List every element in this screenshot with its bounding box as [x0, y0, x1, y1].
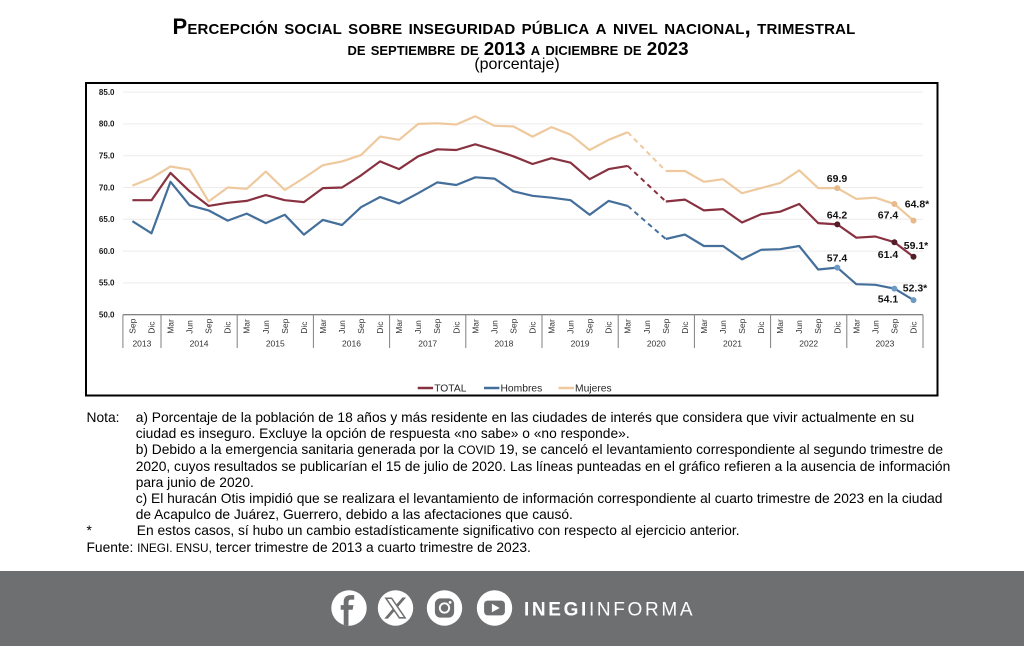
svg-text:54.1: 54.1 — [878, 294, 899, 306]
svg-text:2019: 2019 — [571, 339, 590, 349]
svg-text:Dic: Dic — [832, 321, 842, 334]
svg-text:Sep: Sep — [356, 318, 366, 333]
svg-text:Sep: Sep — [280, 318, 290, 333]
svg-text:Dic: Dic — [223, 321, 233, 334]
svg-text:85.0: 85.0 — [99, 88, 115, 97]
svg-text:Jun: Jun — [566, 320, 576, 334]
svg-text:Dic: Dic — [909, 321, 919, 334]
svg-text:Mar: Mar — [242, 319, 252, 334]
svg-text:Sep: Sep — [432, 318, 442, 333]
svg-text:60.0: 60.0 — [99, 247, 115, 256]
svg-text:Dic: Dic — [299, 321, 309, 334]
svg-text:80.0: 80.0 — [99, 120, 115, 129]
svg-text:Mar: Mar — [851, 319, 861, 334]
svg-text:TOTAL: TOTAL — [434, 384, 467, 395]
svg-text:2013: 2013 — [132, 339, 151, 349]
svg-text:2022: 2022 — [799, 339, 818, 349]
svg-text:Dic: Dic — [604, 321, 614, 334]
svg-text:Sep: Sep — [508, 318, 518, 333]
svg-text:50.0: 50.0 — [99, 311, 115, 320]
svg-text:65.0: 65.0 — [99, 215, 115, 224]
svg-text:Mar: Mar — [470, 319, 480, 334]
svg-text:2015: 2015 — [266, 339, 285, 349]
svg-text:Dic: Dic — [451, 321, 461, 334]
svg-text:67.4: 67.4 — [878, 210, 899, 222]
svg-text:Mar: Mar — [775, 319, 785, 334]
svg-text:75.0: 75.0 — [99, 152, 115, 161]
svg-text:Jun: Jun — [261, 320, 271, 334]
svg-text:Sep: Sep — [585, 318, 595, 333]
svg-text:2016: 2016 — [342, 339, 361, 349]
svg-text:52.3*: 52.3* — [903, 283, 928, 295]
svg-text:Mar: Mar — [394, 319, 404, 334]
svg-text:57.4: 57.4 — [827, 253, 848, 265]
svg-text:Mar: Mar — [166, 319, 176, 334]
svg-text:70.0: 70.0 — [99, 183, 115, 192]
svg-text:59.1*: 59.1* — [904, 240, 929, 252]
svg-text:Sep: Sep — [204, 318, 214, 333]
svg-text:Jun: Jun — [870, 320, 880, 334]
svg-text:Dic: Dic — [375, 321, 385, 334]
svg-text:Mar: Mar — [547, 319, 557, 334]
svg-text:2020: 2020 — [647, 339, 666, 349]
svg-text:Mar: Mar — [623, 319, 633, 334]
svg-text:Sep: Sep — [813, 318, 823, 333]
svg-text:Jun: Jun — [489, 320, 499, 334]
svg-text:2017: 2017 — [418, 339, 437, 349]
svg-text:Dic: Dic — [528, 321, 538, 334]
svg-text:64.2: 64.2 — [827, 210, 848, 222]
svg-text:Dic: Dic — [147, 321, 157, 334]
svg-text:Jun: Jun — [337, 320, 347, 334]
svg-text:Dic: Dic — [680, 321, 690, 334]
svg-text:Sep: Sep — [737, 318, 747, 333]
svg-text:2014: 2014 — [190, 339, 209, 349]
svg-text:Mar: Mar — [699, 319, 709, 334]
svg-text:2023: 2023 — [875, 339, 894, 349]
svg-text:Sep: Sep — [661, 318, 671, 333]
svg-text:55.0: 55.0 — [99, 279, 115, 288]
svg-text:2021: 2021 — [723, 339, 742, 349]
svg-text:Sep: Sep — [889, 318, 899, 333]
svg-text:Jun: Jun — [642, 320, 652, 334]
svg-text:Jun: Jun — [794, 320, 804, 334]
svg-text:Mar: Mar — [318, 319, 328, 334]
svg-text:Hombres: Hombres — [501, 384, 543, 395]
svg-text:Sep: Sep — [127, 318, 137, 333]
svg-text:61.4: 61.4 — [878, 249, 899, 261]
svg-text:Jun: Jun — [718, 320, 728, 334]
svg-text:Dic: Dic — [756, 321, 766, 334]
svg-text:2018: 2018 — [494, 339, 513, 349]
svg-text:64.8*: 64.8* — [905, 199, 930, 211]
svg-text:Mujeres: Mujeres — [575, 384, 612, 395]
svg-text:Jun: Jun — [185, 320, 195, 334]
svg-text:Jun: Jun — [413, 320, 423, 334]
svg-text:69.9: 69.9 — [827, 173, 848, 185]
svg-text:INEGIINFORMA: INEGIINFORMA — [524, 600, 695, 621]
